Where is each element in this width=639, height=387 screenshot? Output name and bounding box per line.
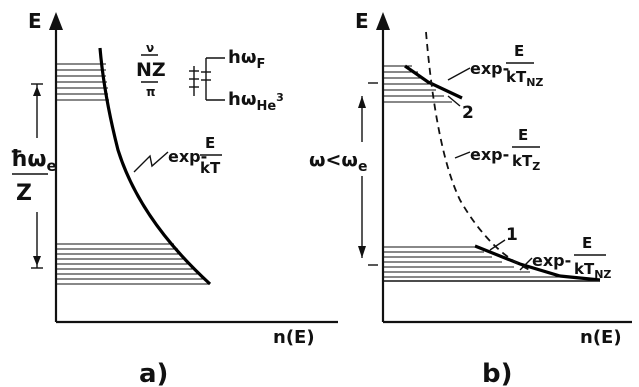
panel-a-curve-label-prefix: exp-	[168, 147, 207, 166]
panel-b-upper-pointer	[447, 67, 471, 81]
panel-b-upper-exp-prefix: exp-	[470, 59, 509, 78]
panel-a-lower-band	[56, 243, 210, 285]
panel-a-transition-top: ν	[146, 41, 154, 55]
panel-b-y-label: E	[355, 9, 369, 33]
panel-b-y-axis-arrow	[376, 12, 390, 30]
panel-a-upper-band	[56, 63, 109, 101]
panel-b-lower-exp-den: kTNZ	[574, 260, 611, 281]
panel-a-level-bracket	[189, 57, 225, 101]
panel-a-transition-mid: NZ	[136, 59, 166, 81]
panel-a-transition-bottom: π	[146, 85, 156, 99]
panel-a-upper-level-label: hωF	[228, 47, 265, 72]
panel-b-mid-exp-den: kTZ	[512, 152, 540, 173]
panel-a-x-label: n(E)	[273, 327, 315, 348]
panel-b-marker-1-pointer	[489, 239, 506, 251]
panel-b: E n(E)	[306, 9, 632, 387]
panel-a-gap-label-bottom: Z	[16, 181, 32, 206]
panel-b-upper-distribution	[404, 64, 463, 100]
panel-b-lower-exp-num: E	[582, 234, 592, 252]
panel-b-freq-arrow	[358, 96, 366, 258]
panel-b-upper-exp-den: kTNZ	[506, 68, 543, 89]
panel-b-dashed-curve	[425, 31, 531, 271]
panel-b-lower-exp-prefix: exp-	[532, 251, 571, 270]
panel-b-upper-band	[383, 65, 452, 103]
panel-a-y-axis-arrow	[49, 12, 63, 30]
panel-a-y-label: E	[28, 9, 42, 33]
panel-b-marker-2: 2	[462, 103, 474, 123]
panel-a-curve-label-num: E	[205, 134, 215, 152]
panel-b-upper-exp-num: E	[514, 42, 524, 60]
panel-b-lower-distribution	[474, 244, 601, 282]
panel-b-marker-1: 1	[506, 225, 518, 245]
panel-a-curve-pointer	[133, 151, 169, 173]
panel-b-lower-pointer	[519, 257, 533, 271]
panel-a-lower-level-label: hωHe3	[228, 89, 284, 114]
panel-b-caption: b)	[482, 359, 513, 387]
panel-b-mid-exp-prefix: exp-	[470, 145, 509, 164]
panel-a-boltzmann-curve	[98, 47, 212, 286]
panel-b-lower-band	[383, 246, 560, 278]
panel-a: E n(E)	[10, 9, 338, 387]
panel-a-curve-label-den: kT	[200, 159, 221, 177]
panel-a-gap-label-bg	[10, 138, 54, 212]
panel-b-mid-exp-num: E	[518, 126, 528, 144]
panel-b-freq-relation: ω<ωe	[309, 149, 367, 175]
panel-b-mid-pointer	[454, 151, 471, 159]
panel-a-gap-label-top: ħωe	[10, 147, 57, 175]
panel-b-x-label: n(E)	[580, 327, 622, 348]
panel-b-marker-2-pointer	[447, 95, 461, 107]
panel-a-caption: a)	[139, 359, 168, 387]
panel-b-freq-label-bg	[306, 142, 374, 176]
